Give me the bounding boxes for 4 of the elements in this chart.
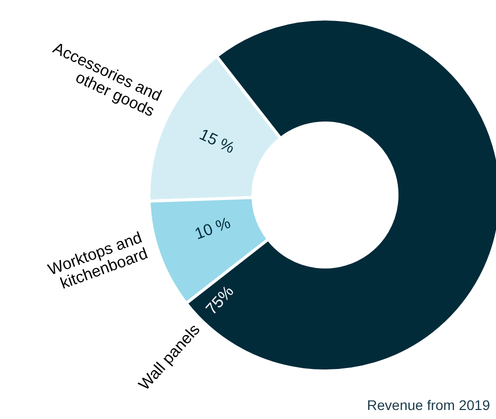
data-label: 10 %: [192, 214, 233, 244]
data-label: 75%: [203, 283, 238, 318]
text: Revenue from 2019: [367, 397, 490, 413]
data-label: 15 %: [196, 126, 237, 158]
